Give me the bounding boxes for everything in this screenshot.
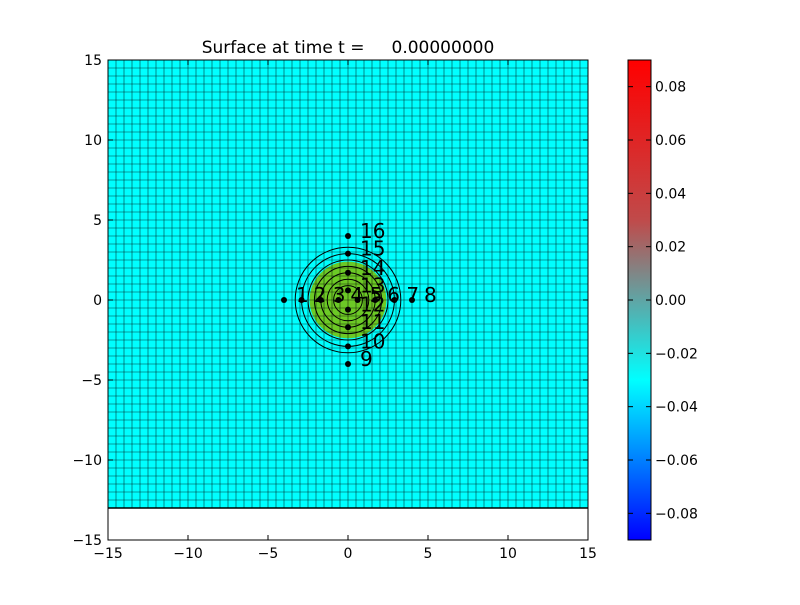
colorbar-tick-label: −0.06: [655, 453, 698, 469]
colorbar-tick-label: −0.08: [655, 506, 698, 522]
gauge-marker: [372, 297, 379, 303]
colorbar-tick-label: 0.02: [655, 240, 686, 256]
y-tick-label: 5: [93, 213, 102, 229]
contour-line: [326, 278, 370, 322]
gauge-label: 11: [360, 310, 385, 334]
colorbar-tick-label: −0.02: [655, 346, 698, 362]
contour-line: [333, 285, 363, 315]
gauge-marker: [345, 343, 351, 350]
gauge-marker: [345, 306, 351, 313]
gauge-label: 15: [360, 237, 385, 261]
gauge-label: 10: [360, 329, 385, 353]
gauge-marker: [345, 250, 351, 257]
contour-line: [307, 259, 389, 341]
gauge-label: 12: [360, 293, 385, 317]
gauge-marker: [345, 233, 351, 239]
y-tick-label: 10: [84, 133, 102, 149]
gauge-marker: [345, 287, 351, 294]
gauge-marker: [345, 269, 351, 276]
colorbar-tick-label: 0.00: [655, 293, 686, 309]
gauge-marker: [281, 297, 287, 303]
gauge-marker: [317, 297, 324, 303]
x-tick-label: −15: [93, 546, 123, 562]
gauge-label: 16: [360, 219, 385, 243]
gauge-label: 14: [360, 256, 385, 280]
y-tick-label: −15: [72, 533, 102, 549]
contour-line: [313, 265, 383, 335]
gauge-marker: [354, 297, 361, 303]
gauge-marker: [391, 297, 398, 303]
colorbar-tick-label: −0.04: [655, 400, 698, 416]
grid-lines: [107, 59, 589, 509]
gauge-marker: [345, 361, 351, 367]
colorbar-tick-label: 0.06: [655, 133, 686, 149]
gauge-label: 6: [387, 283, 400, 307]
gauge-label: 7: [406, 283, 419, 307]
x-tick-label: −10: [173, 546, 203, 562]
x-tick-label: −5: [258, 546, 279, 562]
x-tick-label: 15: [579, 546, 597, 562]
chart-title: Surface at time t = 0.00000000: [202, 38, 495, 58]
gauge-label: 9: [360, 347, 373, 371]
gauge-label: 1: [296, 283, 309, 307]
y-tick-label: 15: [84, 53, 102, 69]
contour-line: [294, 246, 402, 354]
x-tick-label: 10: [499, 546, 517, 562]
x-tick-label: 0: [344, 546, 353, 562]
gauge-label: 8: [424, 283, 437, 307]
gauge-marker: [335, 297, 342, 303]
gauge-marker: [298, 297, 305, 303]
colorbar-tick-label: 0.08: [655, 80, 686, 96]
y-tick-label: 0: [93, 293, 102, 309]
gauge-label: 3: [333, 283, 346, 307]
gauge-label: 2: [314, 283, 327, 307]
gauge-marker: [345, 324, 351, 331]
gauge-label: 13: [360, 273, 385, 297]
colorbar: −0.08 −0.06 −0.04 −0.02 0.00 0.02 0.04 0.06 0.08: [627, 59, 698, 541]
y-tick-label: −10: [72, 453, 102, 469]
colorbar-tick-label: 0.04: [655, 186, 686, 202]
y-tick-label: −5: [81, 373, 102, 389]
gauge-marker: [409, 297, 415, 303]
x-tick-label: 5: [424, 546, 433, 562]
